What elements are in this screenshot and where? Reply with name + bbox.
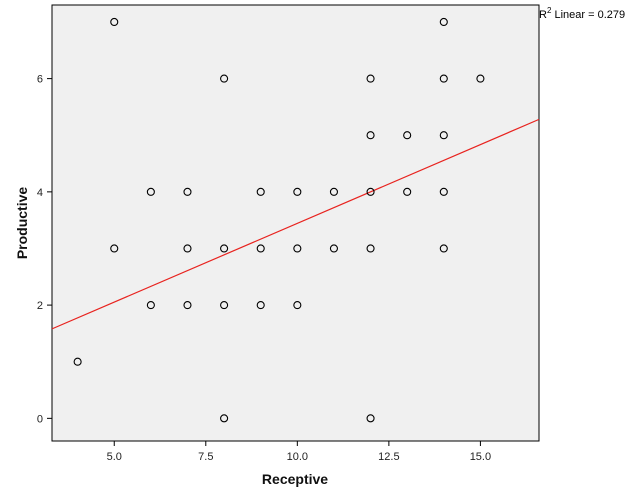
r2-prefix: R (539, 9, 547, 21)
fit-line-layer (51, 118, 540, 330)
data-point (110, 244, 119, 253)
y-tick-label: 2 (37, 300, 43, 312)
data-point (329, 187, 338, 196)
data-point (329, 244, 338, 253)
data-point (366, 244, 375, 253)
data-point (403, 131, 412, 140)
data-point (220, 244, 229, 253)
data-point (439, 74, 448, 83)
y-axis: 0 2 4 6 (37, 74, 52, 425)
data-point (293, 187, 302, 196)
data-point (439, 17, 448, 27)
data-point (220, 414, 229, 423)
y-tick-label: 0 (37, 413, 43, 425)
data-point (256, 244, 265, 253)
plot-area (51, 4, 540, 442)
data-point (146, 301, 155, 310)
data-point (476, 74, 485, 83)
data-point (366, 131, 375, 140)
x-tick-label: 15.0 (470, 451, 491, 463)
data-point (220, 301, 229, 310)
r2-value: Linear = 0.279 (551, 9, 625, 21)
x-tick-label: 5.0 (107, 451, 122, 463)
data-point (183, 244, 192, 253)
r2-annotation: R2 Linear = 0.279 (539, 6, 625, 21)
data-point (146, 187, 155, 196)
x-axis: 5.0 7.5 10.0 12.5 15.0 (107, 441, 491, 463)
y-tick-label: 4 (37, 187, 43, 199)
data-point (73, 357, 82, 366)
data-point (110, 17, 119, 27)
fit-line (51, 118, 540, 330)
x-axis-title: Receptive (262, 471, 328, 487)
y-tick-label: 6 (37, 74, 43, 86)
data-point (366, 74, 375, 83)
data-point (293, 244, 302, 253)
data-point (366, 414, 375, 423)
data-point (403, 187, 412, 196)
data-point (256, 301, 265, 310)
data-point (293, 301, 302, 310)
data-point (439, 131, 448, 140)
data-point (183, 187, 192, 196)
r2-superscript: 2 (547, 6, 552, 15)
x-tick-label: 7.5 (198, 451, 213, 463)
x-tick-label: 12.5 (378, 451, 399, 463)
data-point (366, 187, 375, 196)
data-point (183, 301, 192, 310)
x-tick-label: 10.0 (287, 451, 308, 463)
y-axis-title: Productive (14, 187, 30, 260)
data-point (256, 187, 265, 196)
data-point (439, 244, 448, 253)
points-layer (73, 17, 485, 423)
data-point (220, 74, 229, 83)
data-point (439, 187, 448, 196)
